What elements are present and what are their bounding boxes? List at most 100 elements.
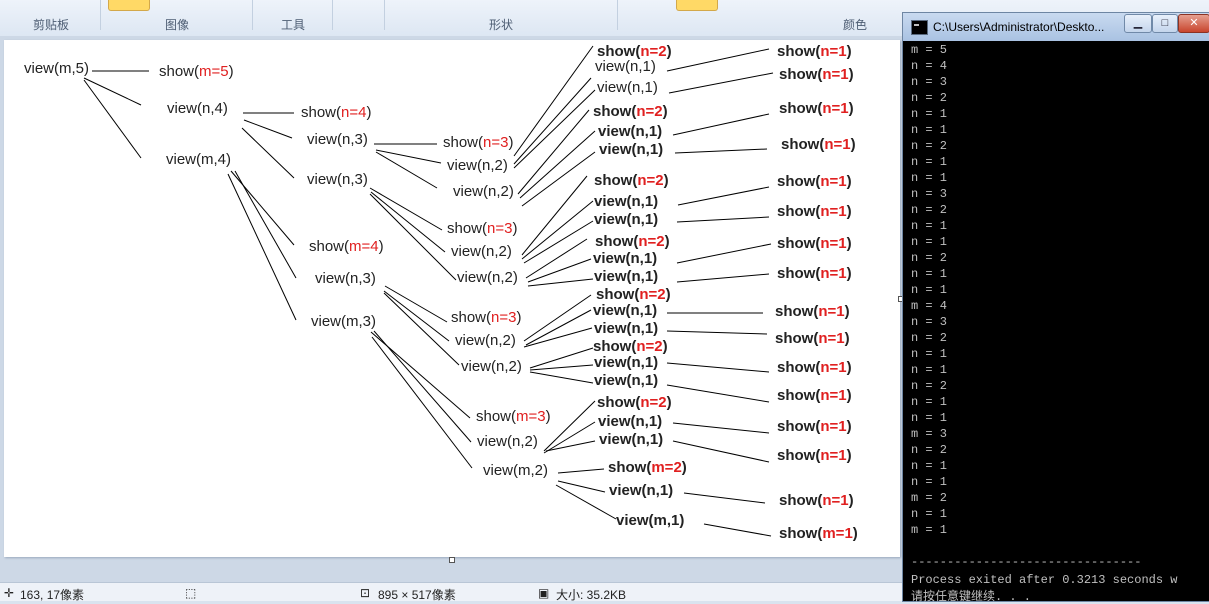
minimize-button[interactable]: ▁ bbox=[1124, 14, 1152, 33]
ribbon-group-clipboard[interactable]: 剪贴板 bbox=[33, 18, 70, 32]
node-label: show( bbox=[779, 492, 822, 509]
node-label-close: ) bbox=[847, 387, 852, 404]
show-call-node: show(n=3) bbox=[443, 134, 513, 151]
ribbon-group-tools[interactable]: 工具 bbox=[281, 18, 306, 32]
tree-edge bbox=[230, 170, 295, 246]
tree-edge bbox=[557, 480, 606, 493]
node-label: view(n,1) bbox=[609, 482, 673, 499]
node-label-close: ) bbox=[379, 238, 384, 255]
node-label-close: ) bbox=[663, 103, 668, 120]
node-label: view(n,3) bbox=[307, 171, 368, 188]
ribbon-group-image[interactable]: 图像 bbox=[165, 18, 190, 32]
node-argument: m=5 bbox=[199, 63, 229, 80]
image-size-icon: ⊡ bbox=[360, 586, 371, 600]
node-label: view(m,1) bbox=[616, 512, 684, 529]
node-argument: n=1 bbox=[820, 203, 846, 220]
node-label: view(m,4) bbox=[166, 151, 231, 168]
node-label: show( bbox=[597, 394, 640, 411]
tree-edge bbox=[545, 440, 596, 452]
node-label: view(n,2) bbox=[455, 332, 516, 349]
ribbon-group-shapes[interactable]: 形状 bbox=[489, 18, 514, 32]
tree-edge bbox=[527, 258, 592, 283]
console-window[interactable]: C:\Users\Administrator\Deskto... ▁ □ ✕ m… bbox=[902, 12, 1209, 604]
show-call-node: show(n=2) bbox=[593, 338, 668, 355]
node-label: view(n,1) bbox=[594, 320, 658, 337]
console-output-line: m = 4 bbox=[911, 299, 948, 313]
node-label: view(m,2) bbox=[483, 462, 548, 479]
node-label-close: ) bbox=[847, 418, 852, 435]
console-output-line: n = 1 bbox=[911, 219, 948, 233]
console-press-key: 请按任意键继续. . . bbox=[911, 590, 1032, 604]
node-label: view(n,1) bbox=[594, 193, 658, 210]
node-label: show( bbox=[159, 63, 199, 80]
tree-edge bbox=[523, 220, 594, 264]
node-label: show( bbox=[476, 408, 516, 425]
node-label: view(n,1) bbox=[594, 372, 658, 389]
console-output: m = 5 n = 4 n = 3 n = 2 n = 1 n = 1 n = 2 n = 1… bbox=[903, 41, 1209, 604]
console-output-line: n = 2 bbox=[911, 203, 948, 217]
node-argument: m=3 bbox=[516, 408, 546, 425]
tree-edge bbox=[543, 400, 596, 452]
node-label: show( bbox=[777, 387, 820, 404]
tree-edge bbox=[521, 200, 594, 260]
console-output-line: n = 3 bbox=[911, 315, 948, 329]
node-label-close: ) bbox=[229, 63, 234, 80]
node-label: view(m,5) bbox=[24, 60, 89, 77]
node-label-close: ) bbox=[664, 172, 669, 189]
view-call-node: view(n,2) bbox=[451, 243, 512, 260]
node-label-close: ) bbox=[847, 173, 852, 190]
tree-edge bbox=[373, 330, 472, 443]
node-argument: m=4 bbox=[349, 238, 379, 255]
node-label: view(n,2) bbox=[447, 157, 508, 174]
node-label: show( bbox=[593, 338, 636, 355]
node-label: show( bbox=[777, 359, 820, 376]
console-output-line: n = 1 bbox=[911, 107, 948, 121]
console-output-line: n = 1 bbox=[911, 507, 948, 521]
node-label: view(n,1) bbox=[594, 211, 658, 228]
console-titlebar[interactable]: C:\Users\Administrator\Deskto... ▁ □ ✕ bbox=[903, 13, 1209, 41]
console-output-line: n = 1 bbox=[911, 395, 948, 409]
node-label: show( bbox=[777, 43, 820, 60]
tree-edge bbox=[519, 130, 596, 199]
view-call-node: view(n,1) bbox=[598, 413, 662, 430]
view-call-node: view(n,1) bbox=[594, 193, 658, 210]
node-label-close: ) bbox=[847, 203, 852, 220]
view-call-node: view(n,1) bbox=[598, 123, 662, 140]
console-app-icon bbox=[911, 20, 928, 35]
show-call-node: show(m=4) bbox=[309, 238, 384, 255]
show-call-node: show(n=1) bbox=[779, 492, 854, 509]
tree-edge bbox=[527, 278, 594, 287]
maximize-button[interactable]: □ bbox=[1152, 14, 1178, 33]
resize-handle-bottom[interactable] bbox=[449, 557, 455, 563]
node-label: view(n,1) bbox=[598, 123, 662, 140]
tree-edge bbox=[674, 148, 768, 154]
ribbon-group-colors[interactable]: 颜色 bbox=[843, 18, 868, 32]
view-call-node: view(n,1) bbox=[597, 79, 658, 96]
console-output-line: n = 1 bbox=[911, 363, 948, 377]
paint-canvas[interactable]: view(m,5) show(m=5) view(n,4) view(m,4) show… bbox=[4, 40, 900, 557]
node-label: show( bbox=[593, 103, 636, 120]
node-argument: n=2 bbox=[636, 103, 662, 120]
show-call-node: show(n=1) bbox=[777, 203, 852, 220]
ribbon-separator bbox=[332, 0, 333, 30]
node-label: show( bbox=[595, 233, 638, 250]
tree-edge bbox=[523, 294, 592, 342]
show-call-node: show(n=1) bbox=[777, 43, 852, 60]
node-argument: n=2 bbox=[640, 394, 666, 411]
tree-edge bbox=[513, 45, 594, 157]
close-button[interactable]: ✕ bbox=[1178, 14, 1209, 33]
console-output-line: n = 1 bbox=[911, 283, 948, 297]
node-label: view(n,4) bbox=[167, 100, 228, 117]
tree-edge bbox=[521, 151, 596, 207]
tree-edge bbox=[668, 72, 774, 94]
show-call-node: show(n=1) bbox=[779, 100, 854, 117]
console-output-line: n = 2 bbox=[911, 443, 948, 457]
tree-edge bbox=[676, 273, 770, 283]
node-label: view(n,2) bbox=[457, 269, 518, 286]
save-disk-icon: ▣ bbox=[538, 586, 550, 600]
tree-edge bbox=[243, 119, 293, 139]
node-label-close: ) bbox=[663, 338, 668, 355]
tree-edge bbox=[529, 347, 594, 369]
tree-edge bbox=[369, 187, 443, 231]
show-call-node: show(n=1) bbox=[777, 418, 852, 435]
